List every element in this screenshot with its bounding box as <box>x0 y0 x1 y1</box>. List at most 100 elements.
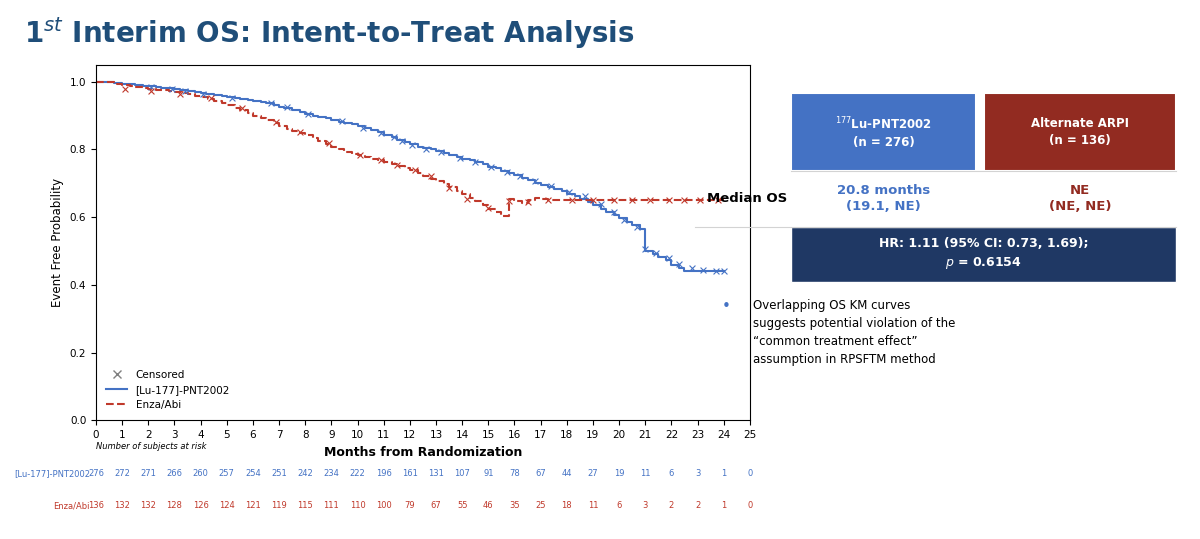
Text: Median OS: Median OS <box>707 192 787 205</box>
Text: 1$^{st}$ Interim OS: Intent-to-Treat Analysis: 1$^{st}$ Interim OS: Intent-to-Treat Ana… <box>24 16 635 51</box>
FancyBboxPatch shape <box>791 226 1176 282</box>
Point <box>646 248 665 257</box>
Text: 119: 119 <box>271 501 287 510</box>
Point <box>115 85 134 93</box>
Text: 136: 136 <box>88 501 104 510</box>
Text: 11: 11 <box>640 469 650 478</box>
Point <box>277 103 296 112</box>
Point <box>416 144 436 153</box>
Point <box>563 196 582 204</box>
Text: Number of subjects at risk: Number of subjects at risk <box>96 442 206 451</box>
X-axis label: Months from Randomization: Months from Randomization <box>324 446 522 459</box>
Point <box>421 172 440 181</box>
Text: •: • <box>722 300 731 314</box>
Text: 276: 276 <box>88 469 104 478</box>
Text: Overlapping OS KM curves
suggests potential violation of the
“common treatment e: Overlapping OS KM curves suggests potent… <box>752 300 955 367</box>
Point <box>162 85 181 93</box>
Text: 20.8 months
(19.1, NE): 20.8 months (19.1, NE) <box>838 184 930 213</box>
Text: 18: 18 <box>562 501 572 510</box>
Text: 3: 3 <box>695 469 701 478</box>
Text: 132: 132 <box>114 501 130 510</box>
Text: 254: 254 <box>245 469 260 478</box>
Point <box>614 215 634 224</box>
Text: HR: 1.11 (95% CI: 0.73, 1.69);
$p$ = 0.6154: HR: 1.11 (95% CI: 0.73, 1.69); $p$ = 0.6… <box>878 237 1088 271</box>
Point <box>372 129 391 137</box>
Text: 124: 124 <box>218 501 235 510</box>
Point <box>299 110 318 119</box>
Text: 222: 222 <box>349 469 366 478</box>
Text: 266: 266 <box>167 469 182 478</box>
Point <box>499 197 518 205</box>
Point <box>670 259 689 268</box>
Text: 2: 2 <box>695 501 700 510</box>
Point <box>222 93 241 102</box>
Point <box>592 199 611 208</box>
Point <box>142 86 161 95</box>
Point <box>450 153 469 162</box>
Y-axis label: Event Free Probability: Event Free Probability <box>52 178 65 307</box>
Point <box>510 172 529 181</box>
Text: $^{177}$Lu-PNT2002
(n = 276): $^{177}$Lu-PNT2002 (n = 276) <box>835 115 932 149</box>
Text: 6: 6 <box>668 469 674 478</box>
Text: 196: 196 <box>376 469 391 478</box>
Point <box>332 117 352 126</box>
Text: 126: 126 <box>193 501 209 510</box>
Text: 1: 1 <box>721 469 726 478</box>
Text: 132: 132 <box>140 501 156 510</box>
Text: 131: 131 <box>428 469 444 478</box>
Point <box>641 196 660 204</box>
Text: 2: 2 <box>668 501 674 510</box>
Point <box>559 188 578 196</box>
Point <box>350 150 370 159</box>
Point <box>403 141 422 149</box>
Point <box>175 87 194 96</box>
Text: 67: 67 <box>535 469 546 478</box>
Legend: Censored, [Lu-177]-PNT2002, Enza/Abi: Censored, [Lu-177]-PNT2002, Enza/Abi <box>101 364 235 415</box>
Point <box>266 118 286 126</box>
Text: 100: 100 <box>376 501 391 510</box>
Point <box>142 82 161 91</box>
Point <box>576 192 595 201</box>
Text: 79: 79 <box>404 501 415 510</box>
Point <box>526 177 545 185</box>
Text: 44: 44 <box>562 469 572 478</box>
Text: 110: 110 <box>349 501 366 510</box>
Text: 257: 257 <box>218 469 235 478</box>
Point <box>518 198 538 206</box>
Text: 3: 3 <box>642 501 648 510</box>
Point <box>636 245 655 254</box>
Text: 121: 121 <box>245 501 260 510</box>
Text: 1: 1 <box>721 501 726 510</box>
FancyBboxPatch shape <box>984 93 1176 171</box>
Point <box>233 104 252 113</box>
Point <box>694 266 713 275</box>
Point <box>439 184 458 192</box>
Point <box>372 155 391 164</box>
Point <box>659 253 678 262</box>
Text: 35: 35 <box>509 501 520 510</box>
Text: Enza/Abi: Enza/Abi <box>54 501 90 510</box>
Point <box>539 195 558 204</box>
Point <box>466 157 485 166</box>
FancyBboxPatch shape <box>791 93 976 171</box>
Text: Alternate ARPI
(n = 136): Alternate ARPI (n = 136) <box>1031 118 1129 147</box>
Point <box>690 196 709 204</box>
Point <box>709 196 728 204</box>
Text: 78: 78 <box>509 469 520 478</box>
Point <box>392 137 412 146</box>
Point <box>659 196 678 204</box>
Point <box>714 267 733 275</box>
Text: 25: 25 <box>535 501 546 510</box>
Point <box>202 94 221 102</box>
Text: 55: 55 <box>457 501 468 510</box>
Point <box>170 90 190 99</box>
Text: 271: 271 <box>140 469 156 478</box>
Point <box>541 182 560 190</box>
Point <box>193 90 212 99</box>
Text: 242: 242 <box>298 469 313 478</box>
Point <box>497 168 516 176</box>
Point <box>388 160 407 169</box>
Text: NE
(NE, NE): NE (NE, NE) <box>1049 184 1111 213</box>
Text: 6: 6 <box>617 501 622 510</box>
Point <box>384 132 403 141</box>
